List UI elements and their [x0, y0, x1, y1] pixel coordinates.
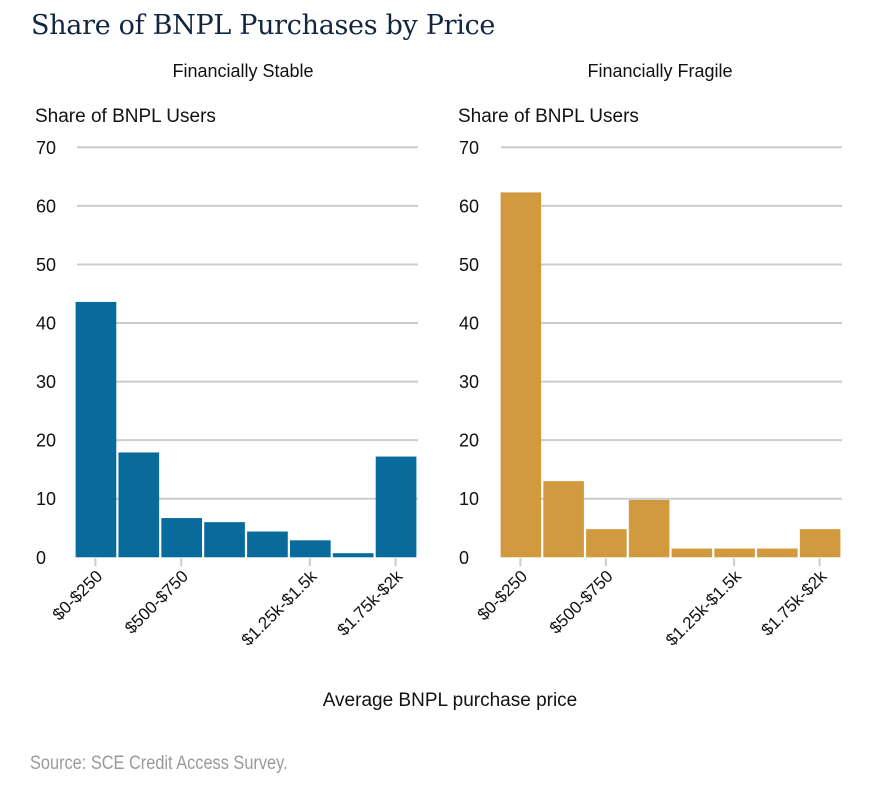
x-axis-label: Average BNPL purchase price [322, 690, 578, 711]
x-tick-label: $500-$750 [121, 567, 192, 638]
bar-fragile-5 [671, 548, 713, 558]
x-tick-label: $1.25k-$1.5k [238, 566, 321, 649]
chart-title: Share of BNPL Purchases by Price [31, 10, 496, 41]
bar-fragile-2 [543, 481, 584, 558]
x-tick-label: $500-$750 [546, 567, 617, 638]
y-tick-label: 60 [36, 196, 56, 216]
y-tick-label: 70 [459, 138, 479, 158]
bar-fragile-7 [757, 548, 798, 558]
chart-panel-fragile: Financially Fragile Share of BNPL Users 0 1… [458, 61, 842, 650]
bar-fragile-4 [628, 499, 670, 558]
y-tick-label: 70 [36, 138, 56, 158]
source-note: Source: SCE Credit Access Survey. [30, 753, 288, 774]
y-tick-label: 0 [36, 548, 46, 568]
y-tick-label: 30 [459, 372, 479, 392]
y-tick-label: 30 [36, 372, 56, 392]
y-tick-label: 10 [459, 489, 479, 509]
y-tick-label: 10 [36, 489, 56, 509]
bar-stable-1 [75, 301, 117, 558]
panel-title: Financially Fragile [587, 61, 732, 81]
x-tick-label: $1.75k-$2k [758, 566, 831, 639]
bar-fragile-8 [799, 529, 841, 558]
y-tick-label: 0 [459, 548, 469, 568]
x-tick-label: $1.75k-$2k [333, 566, 406, 639]
y-axis-title: Share of BNPL Users [35, 106, 216, 127]
x-tick-label: $0-$250 [474, 567, 532, 625]
bar-fragile-1 [500, 192, 542, 558]
y-tick-label: 40 [459, 314, 479, 334]
bar-stable-6 [289, 540, 331, 558]
x-tick-label: $1.25k-$1.5k [662, 566, 745, 649]
y-tick-label: 40 [36, 314, 56, 334]
y-tick-label: 50 [36, 255, 56, 275]
y-tick-label: 20 [459, 431, 479, 451]
bar-stable-2 [118, 452, 160, 558]
bar-fragile-6 [714, 548, 755, 558]
chart-panel-stable: Financially Stable Share of BNPL Users 0 10… [35, 61, 418, 650]
bar-fragile-3 [586, 529, 627, 558]
y-axis-title: Share of BNPL Users [458, 106, 639, 127]
bar-stable-8 [375, 456, 417, 558]
bar-stable-4 [204, 522, 245, 558]
bar-stable-7 [332, 553, 374, 558]
y-tick-label: 50 [459, 255, 479, 275]
x-tick-label: $0-$250 [49, 567, 107, 625]
y-tick-label: 20 [36, 431, 56, 451]
bar-stable-5 [247, 531, 288, 558]
bar-stable-3 [161, 518, 203, 558]
panel-title: Financially Stable [172, 61, 313, 81]
y-tick-label: 60 [459, 196, 479, 216]
